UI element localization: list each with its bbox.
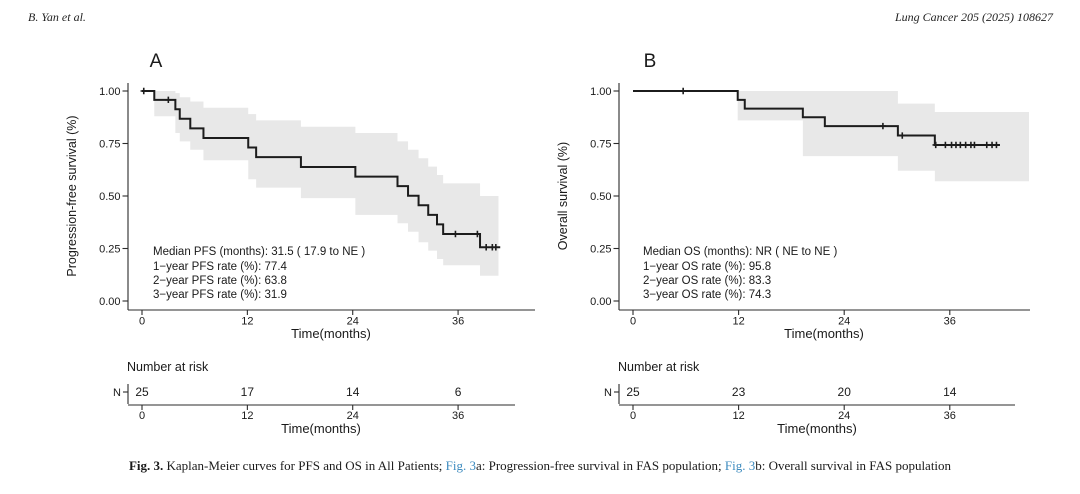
censor-mark (474, 230, 481, 238)
caption-link-fig3a[interactable]: Fig. 3 (445, 458, 476, 473)
x-tick-label: 0 (139, 316, 145, 328)
y-axis-title: Overall survival (%) (556, 142, 570, 250)
y-tick-label: 1.00 (590, 86, 611, 98)
censor-mark (899, 132, 906, 139)
risk-table-title: Number at risk (618, 360, 700, 374)
y-tick-label: 1.00 (99, 86, 120, 98)
risk-row-label: N (604, 387, 612, 399)
censor-mark (140, 87, 147, 95)
x-tick-label: 24 (347, 316, 359, 328)
y-tick-label: 0.00 (99, 296, 120, 308)
risk-count: 23 (732, 385, 746, 399)
y-tick-label: 0.50 (590, 191, 611, 203)
censor-mark (165, 96, 172, 104)
risk-tick-label: 0 (139, 410, 145, 422)
risk-time-title: Time(months) (281, 421, 361, 436)
y-tick-label: 0.75 (590, 139, 611, 151)
journal-reference: Lung Cancer 205 (2025) 108627 (895, 10, 1053, 24)
censor-mark (679, 87, 687, 95)
risk-time-title: Time(months) (777, 421, 857, 436)
km-plot-os: 0.00 0.25 0.50 0.75 1.00 0 12 24 36 Time(months) O… (556, 51, 1030, 436)
caption-text-3: b: Overall survival in FAS population (755, 458, 952, 473)
confidence-band (737, 91, 1029, 182)
risk-table-title: Number at risk (127, 360, 209, 374)
risk-tick-label: 0 (630, 410, 636, 422)
x-tick-label: 12 (241, 316, 253, 328)
risk-count: 20 (838, 385, 852, 399)
censor-mark (971, 141, 978, 149)
censor-mark (879, 122, 887, 130)
x-tick-label: 0 (630, 316, 636, 328)
risk-tick-label: 12 (241, 410, 253, 422)
x-tick-label: 36 (944, 316, 956, 328)
risk-count: 17 (241, 385, 255, 399)
km-curve (142, 90, 501, 249)
x-tick-label: 24 (838, 316, 850, 328)
y-tick-label: 0.50 (99, 191, 120, 203)
annotation-line: 2−year PFS rate (%): 63.8 (153, 275, 287, 287)
risk-count: 25 (626, 385, 640, 399)
x-tick-label: 36 (452, 316, 464, 328)
annotation-line: 1−year OS rate (%): 95.8 (643, 261, 771, 273)
censor-mark (452, 230, 459, 238)
annotation-line: Median PFS (months): 31.5 ( 17.9 to NE ) (153, 246, 365, 258)
y-tick-label: 0.25 (590, 244, 611, 256)
panel-label: B (644, 51, 657, 72)
caption-label: Fig. 3. (128, 458, 164, 473)
risk-count: 6 (455, 385, 462, 399)
figure-caption: Fig. 3. Kaplan-Meier curves for PFS and … (0, 458, 1080, 474)
censor-mark (482, 244, 490, 251)
x-tick-label: 12 (732, 316, 744, 328)
risk-count: 14 (943, 385, 957, 399)
km-plot-pfs: 0.00 0.25 0.50 0.75 1.00 0 12 24 36 Time(months) P… (65, 51, 535, 436)
censor-mark (932, 141, 939, 149)
y-tick-label: 0.75 (99, 139, 120, 151)
running-authors: B. Yan et al. (28, 10, 86, 24)
censor-mark (492, 244, 500, 251)
caption-text-1: Kaplan-Meier curves for PFS and OS in Al… (163, 458, 446, 473)
annotation-line: 3−year OS rate (%): 74.3 (643, 289, 771, 301)
x-axis-title: Time(months) (291, 326, 371, 341)
risk-count: 25 (135, 385, 149, 399)
annotation-line: 2−year OS rate (%): 83.3 (643, 275, 771, 287)
x-axis-title: Time(months) (784, 326, 864, 341)
risk-row-label: N (113, 387, 121, 399)
y-tick-label: 0.25 (99, 244, 120, 256)
panel-label: A (150, 51, 163, 72)
risk-tick-label: 24 (347, 410, 359, 422)
risk-count: 14 (346, 385, 360, 399)
caption-link-fig3b[interactable]: Fig. 3 (724, 458, 756, 473)
annotation-line: Median OS (months): NR ( NE to NE ) (643, 246, 837, 258)
annotation-line: 1−year PFS rate (%): 77.4 (153, 261, 288, 273)
risk-tick-label: 24 (838, 410, 850, 422)
risk-tick-label: 12 (732, 410, 744, 422)
risk-tick-label: 36 (452, 410, 464, 422)
censor-mark (993, 141, 1000, 149)
censor-mark (942, 141, 949, 149)
y-axis-title: Progression-free survival (%) (65, 115, 79, 276)
caption-text-2: a: Progression-free survival in FAS popu… (475, 458, 725, 473)
annotation-line: 3−year PFS rate (%): 31.9 (153, 289, 287, 301)
risk-tick-label: 36 (944, 410, 956, 422)
y-tick-label: 0.00 (590, 296, 611, 308)
km-curve (633, 90, 1000, 146)
